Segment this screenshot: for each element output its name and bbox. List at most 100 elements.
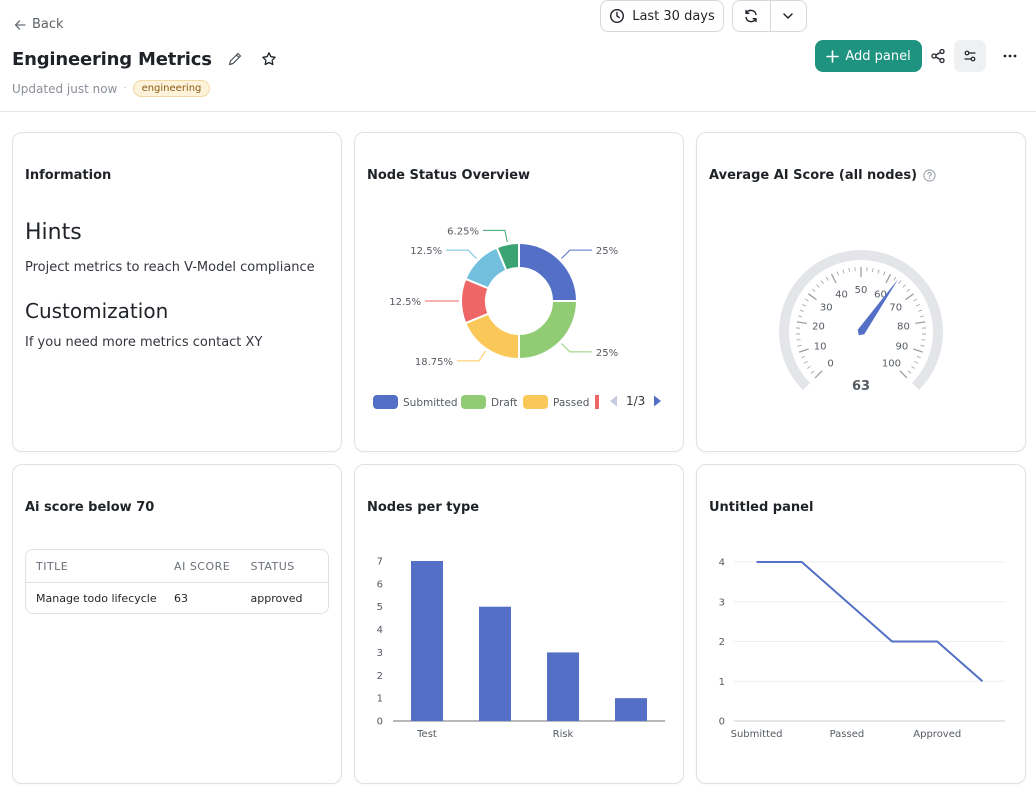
gauge-label-0: 0 [827, 358, 833, 369]
pie-label-1: 25% [596, 348, 618, 359]
gauge-tick-7 [796, 339, 801, 341]
refresh-button[interactable] [733, 1, 770, 31]
gauge-label-10: 10 [814, 341, 827, 352]
gauge-tick-40 [915, 321, 926, 325]
untitled-panel[interactable]: Untitled panel 0 1 2 3 4 Submitted Passed Appro… [696, 464, 1026, 784]
gauge-tick-3 [803, 361, 808, 364]
table-row[interactable]: Manage todo lifecycle 63 approved [26, 583, 328, 613]
star-icon [262, 52, 276, 66]
sliders-icon [964, 50, 976, 62]
chevron-left-icon[interactable] [609, 395, 618, 407]
gauge-tick-36 [913, 298, 918, 302]
add-panel-label: Add panel [845, 48, 911, 64]
y-tick-1: 1 [719, 677, 725, 688]
panel-title-wrap: Average AI Score (all nodes) [709, 168, 936, 183]
updated-text: Updated just now [12, 81, 118, 96]
gauge-tick-29 [883, 271, 886, 276]
bar-chart: 0 1 2 3 4 5 6 7 Test Risk [377, 557, 665, 740]
cell-status: approved [250, 591, 303, 605]
time-range-button[interactable]: Last 30 days [600, 0, 724, 32]
ai-score-gauge-panel[interactable]: Average AI Score (all nodes) 0 10 20 30 40 50… [696, 132, 1026, 452]
gauge-tick-45 [913, 348, 924, 353]
gauge-tick-48 [911, 365, 915, 369]
legend-swatch-2[interactable] [523, 395, 548, 409]
more-options-button[interactable] [998, 44, 1022, 68]
pie-leader-line-5 [482, 229, 508, 243]
gauge-tick-23 [848, 268, 850, 273]
gauge-label-100: 100 [882, 358, 901, 369]
pencil-icon [228, 52, 241, 66]
column-header-status[interactable]: STATUS [250, 559, 295, 573]
bar-2[interactable] [547, 652, 579, 721]
header-divider [0, 111, 1036, 112]
legend-label-1[interactable]: Draft [491, 397, 517, 409]
pie-slice-5[interactable] [495, 241, 520, 272]
gauge-tick-31 [893, 276, 897, 281]
gauge-tick-1 [810, 370, 815, 374]
customization-text: If you need more metrics contact XY [25, 335, 263, 350]
gauge-tick-22 [842, 269, 845, 274]
share-button[interactable] [926, 44, 950, 68]
tag-badge[interactable]: engineering [132, 80, 211, 97]
gauge-tick-19 [825, 276, 829, 281]
panel-title: Average AI Score (all nodes) [709, 168, 918, 183]
y-tick-4: 4 [377, 625, 383, 636]
bar-1[interactable] [479, 606, 511, 721]
column-header-title[interactable]: TITLE [36, 559, 69, 573]
gauge-pointer [857, 278, 899, 336]
legend-swatch-0[interactable] [373, 395, 398, 409]
gauge-tick-32 [898, 280, 902, 285]
column-header-ai-score[interactable]: AI SCORE [174, 559, 231, 573]
add-panel-button[interactable]: Add panel [815, 40, 922, 72]
favorite-button[interactable] [258, 48, 280, 70]
help-circle-icon[interactable] [923, 169, 936, 182]
refresh-group [732, 0, 807, 32]
information-panel[interactable]: Information Hints Project metrics to rea… [12, 132, 342, 452]
gauge-tick-46 [916, 355, 921, 359]
hints-text: Project metrics to reach V-Model complia… [25, 260, 315, 275]
panel-title: Node Status Overview [367, 168, 531, 183]
customization-heading: Customization [25, 299, 169, 323]
gauge-value: 63 [852, 379, 870, 394]
gauge-tick-37 [916, 303, 920, 307]
gauge-tick-18 [820, 280, 824, 285]
chevron-right-icon[interactable] [653, 395, 662, 407]
gauge-tick-12 [799, 309, 804, 312]
gauge-label-80: 80 [897, 321, 910, 332]
y-tick-5: 5 [377, 602, 383, 613]
pie-leader-line-0 [561, 249, 592, 259]
pie-leader-line-1 [561, 343, 592, 353]
nodes-per-type-panel[interactable]: Nodes per type 0 1 2 3 4 5 6 7 Test Risk [354, 464, 684, 784]
back-link[interactable]: Back [14, 17, 64, 32]
filter-settings-button[interactable] [954, 40, 986, 72]
node-status-panel[interactable]: Node Status Overview 25% 25% 18.75% 12.5% 12… [354, 132, 684, 452]
gauge-tick-10 [796, 321, 807, 325]
bar-0[interactable] [411, 561, 443, 721]
y-tick-7: 7 [377, 557, 383, 568]
legend-pager: 1/3 [609, 394, 662, 408]
legend-swatch-1[interactable] [461, 395, 486, 409]
legend-label-2[interactable]: Passed [553, 397, 589, 409]
pie-label-5: 6.25% [447, 226, 479, 237]
gauge-tick-11 [797, 315, 803, 318]
ai-score-table-panel[interactable]: Ai score below 70 TITLE AI SCORE STATUS … [12, 464, 342, 784]
legend-label-0[interactable]: Submitted [403, 397, 458, 409]
edit-title-button[interactable] [224, 48, 246, 70]
gauge-tick-0 [814, 370, 823, 379]
separator: · [123, 83, 127, 94]
gauge-tick-16 [811, 288, 816, 292]
gauge-track [779, 250, 943, 390]
gauge-tick-4 [801, 355, 806, 359]
refresh-interval-dropdown[interactable] [769, 1, 807, 31]
pie-label-4: 12.5% [410, 246, 442, 257]
gauge-tick-6 [797, 344, 802, 347]
refresh-icon [745, 9, 757, 23]
gauge-tick-38 [918, 309, 923, 312]
y-tick-3: 3 [377, 648, 383, 659]
gauge-tick-33 [902, 284, 906, 288]
line-series[interactable] [756, 561, 984, 683]
gauge-tick-27 [872, 268, 874, 273]
gauge-tick-44 [920, 344, 925, 347]
bar-3[interactable] [615, 698, 647, 721]
